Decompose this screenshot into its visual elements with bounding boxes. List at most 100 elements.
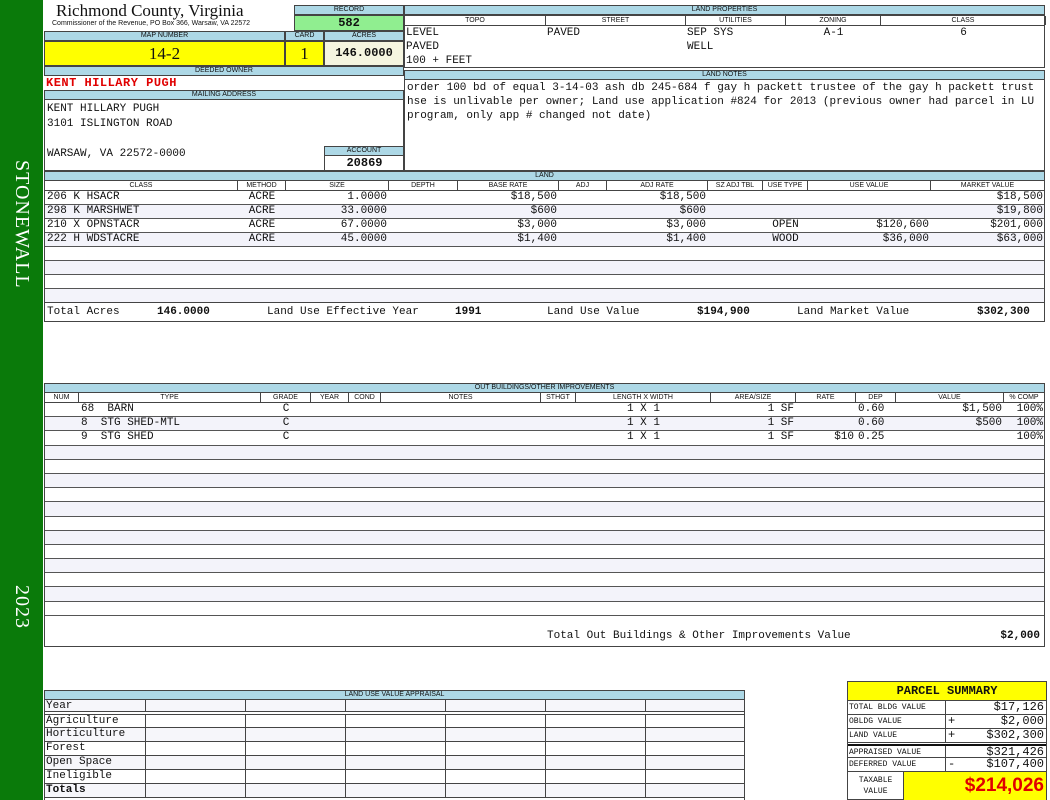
- summary-row: DEFERRED VALUE - $107,400: [848, 757, 1046, 772]
- acres-label: ACRES: [324, 31, 404, 41]
- column-header-length-x-width: LENGTH X WIDTH: [576, 393, 711, 402]
- table-cell: [381, 559, 541, 572]
- column-header-class: CLASS: [881, 16, 1046, 25]
- table-row: [45, 587, 1044, 602]
- table-cell: [79, 545, 261, 558]
- table-cell: [349, 517, 381, 530]
- office-address: Commissioner of the Revenue, PO Box 366,…: [52, 20, 251, 27]
- table-cell: [856, 460, 896, 473]
- table-cell: [311, 602, 349, 615]
- table-row: [45, 445, 1044, 460]
- table-cell: [559, 261, 607, 274]
- table-cell: [286, 247, 389, 260]
- mailing-address-label: MAILING ADDRESS: [44, 90, 404, 100]
- table-row: 210 X OPNSTACR ACRE 67.0000 $3,000 $3,000 OPE…: [45, 219, 1044, 233]
- table-cell: [45, 289, 238, 302]
- land-label: LAND: [44, 171, 1045, 181]
- table-cell: [796, 587, 856, 600]
- table-cell: [311, 531, 349, 544]
- table-cell: [576, 446, 711, 459]
- table-cell: [45, 559, 79, 572]
- table-cell: C: [282, 417, 290, 430]
- column-header-type: TYPE: [79, 393, 261, 402]
- table-cell: [541, 446, 576, 459]
- table-cell: [79, 502, 261, 515]
- table-cell: $18,500: [659, 191, 706, 203]
- column-header-cond: COND: [349, 393, 381, 402]
- table-row: 68 BARN C 1 X 1 1 SF 0.60 $1,500 100%: [45, 403, 1044, 418]
- table-cell: [389, 219, 458, 232]
- table-cell: [559, 275, 607, 288]
- column-header-base-rate: BASE RATE: [458, 181, 559, 190]
- table-cell: [389, 275, 458, 288]
- table-cell: $600: [530, 205, 557, 217]
- table-cell: [559, 289, 607, 302]
- land-use-cell: [245, 756, 345, 769]
- table-cell: [79, 474, 261, 487]
- table-cell: [711, 587, 796, 600]
- table-cell: [389, 247, 458, 260]
- table-cell: C: [282, 403, 290, 415]
- table-cell: [541, 545, 576, 558]
- summary-label: APPRAISED VALUE: [849, 745, 946, 757]
- table-cell: [856, 587, 896, 600]
- table-cell: [808, 205, 931, 218]
- column-header-notes: NOTES: [381, 393, 541, 402]
- table-cell: [763, 191, 808, 204]
- table-cell: [261, 531, 311, 544]
- table-cell: [576, 559, 711, 572]
- summary-row: OBLDG VALUE + $2,000: [848, 715, 1046, 730]
- table-row: [45, 261, 1044, 275]
- table-cell: [711, 602, 796, 615]
- land-use-cell: [145, 784, 245, 797]
- land-property-cell: [881, 40, 1046, 54]
- table-cell: [763, 275, 808, 288]
- table-cell: 1 X 1: [626, 403, 660, 415]
- table-cell: 1 X 1: [626, 431, 660, 444]
- account-label: ACCOUNT: [324, 146, 404, 156]
- table-cell: [896, 446, 1004, 459]
- table-cell: [708, 275, 763, 288]
- table-cell: $3,000: [666, 219, 706, 231]
- table-cell: $18,500: [510, 191, 557, 203]
- table-cell: [931, 247, 1045, 260]
- table-cell: [1004, 517, 1045, 530]
- land-property-row: LEVEL PAVED SEP SYS A-1 6: [405, 26, 1044, 40]
- table-cell: $3,000: [517, 219, 557, 231]
- land-use-cell: [545, 784, 645, 797]
- table-cell: [931, 261, 1045, 274]
- table-cell: [261, 460, 311, 473]
- land-use-row: Forest: [45, 742, 744, 756]
- table-cell: [856, 602, 896, 615]
- table-cell: [79, 460, 261, 473]
- table-cell: $10: [834, 431, 854, 444]
- table-cell: [261, 474, 311, 487]
- summary-label: OBLDG VALUE: [849, 715, 946, 729]
- land-property-row: PAVED WELL: [405, 40, 1044, 54]
- table-cell: 210 X OPNSTACR: [47, 219, 140, 231]
- table-cell: [711, 488, 796, 501]
- table-cell: [45, 417, 79, 430]
- table-cell: OPEN: [772, 219, 799, 231]
- table-cell: [381, 587, 541, 600]
- summary-value: $17,126: [993, 700, 1044, 714]
- table-cell: [349, 587, 381, 600]
- land-table: CLASS METHOD SIZE DEPTH BASE RATE ADJ ADJ RATE…: [44, 181, 1045, 322]
- column-header-dep: DEP: [856, 393, 896, 402]
- table-cell: 100%: [1016, 431, 1043, 444]
- table-cell: [261, 488, 311, 501]
- table-cell: [711, 460, 796, 473]
- table-cell: [559, 233, 607, 246]
- table-cell: $19,800: [996, 205, 1043, 217]
- table-cell: [349, 559, 381, 572]
- table-cell: [45, 275, 238, 288]
- land-property-cell: [786, 54, 881, 68]
- column-header-grade: GRADE: [261, 393, 311, 402]
- table-cell: [45, 261, 238, 274]
- land-use-row-label: Agriculture: [46, 715, 119, 727]
- land-property-cell: PAVED: [406, 41, 440, 53]
- table-cell: [896, 602, 1004, 615]
- table-cell: [856, 502, 896, 515]
- table-cell: [261, 559, 311, 572]
